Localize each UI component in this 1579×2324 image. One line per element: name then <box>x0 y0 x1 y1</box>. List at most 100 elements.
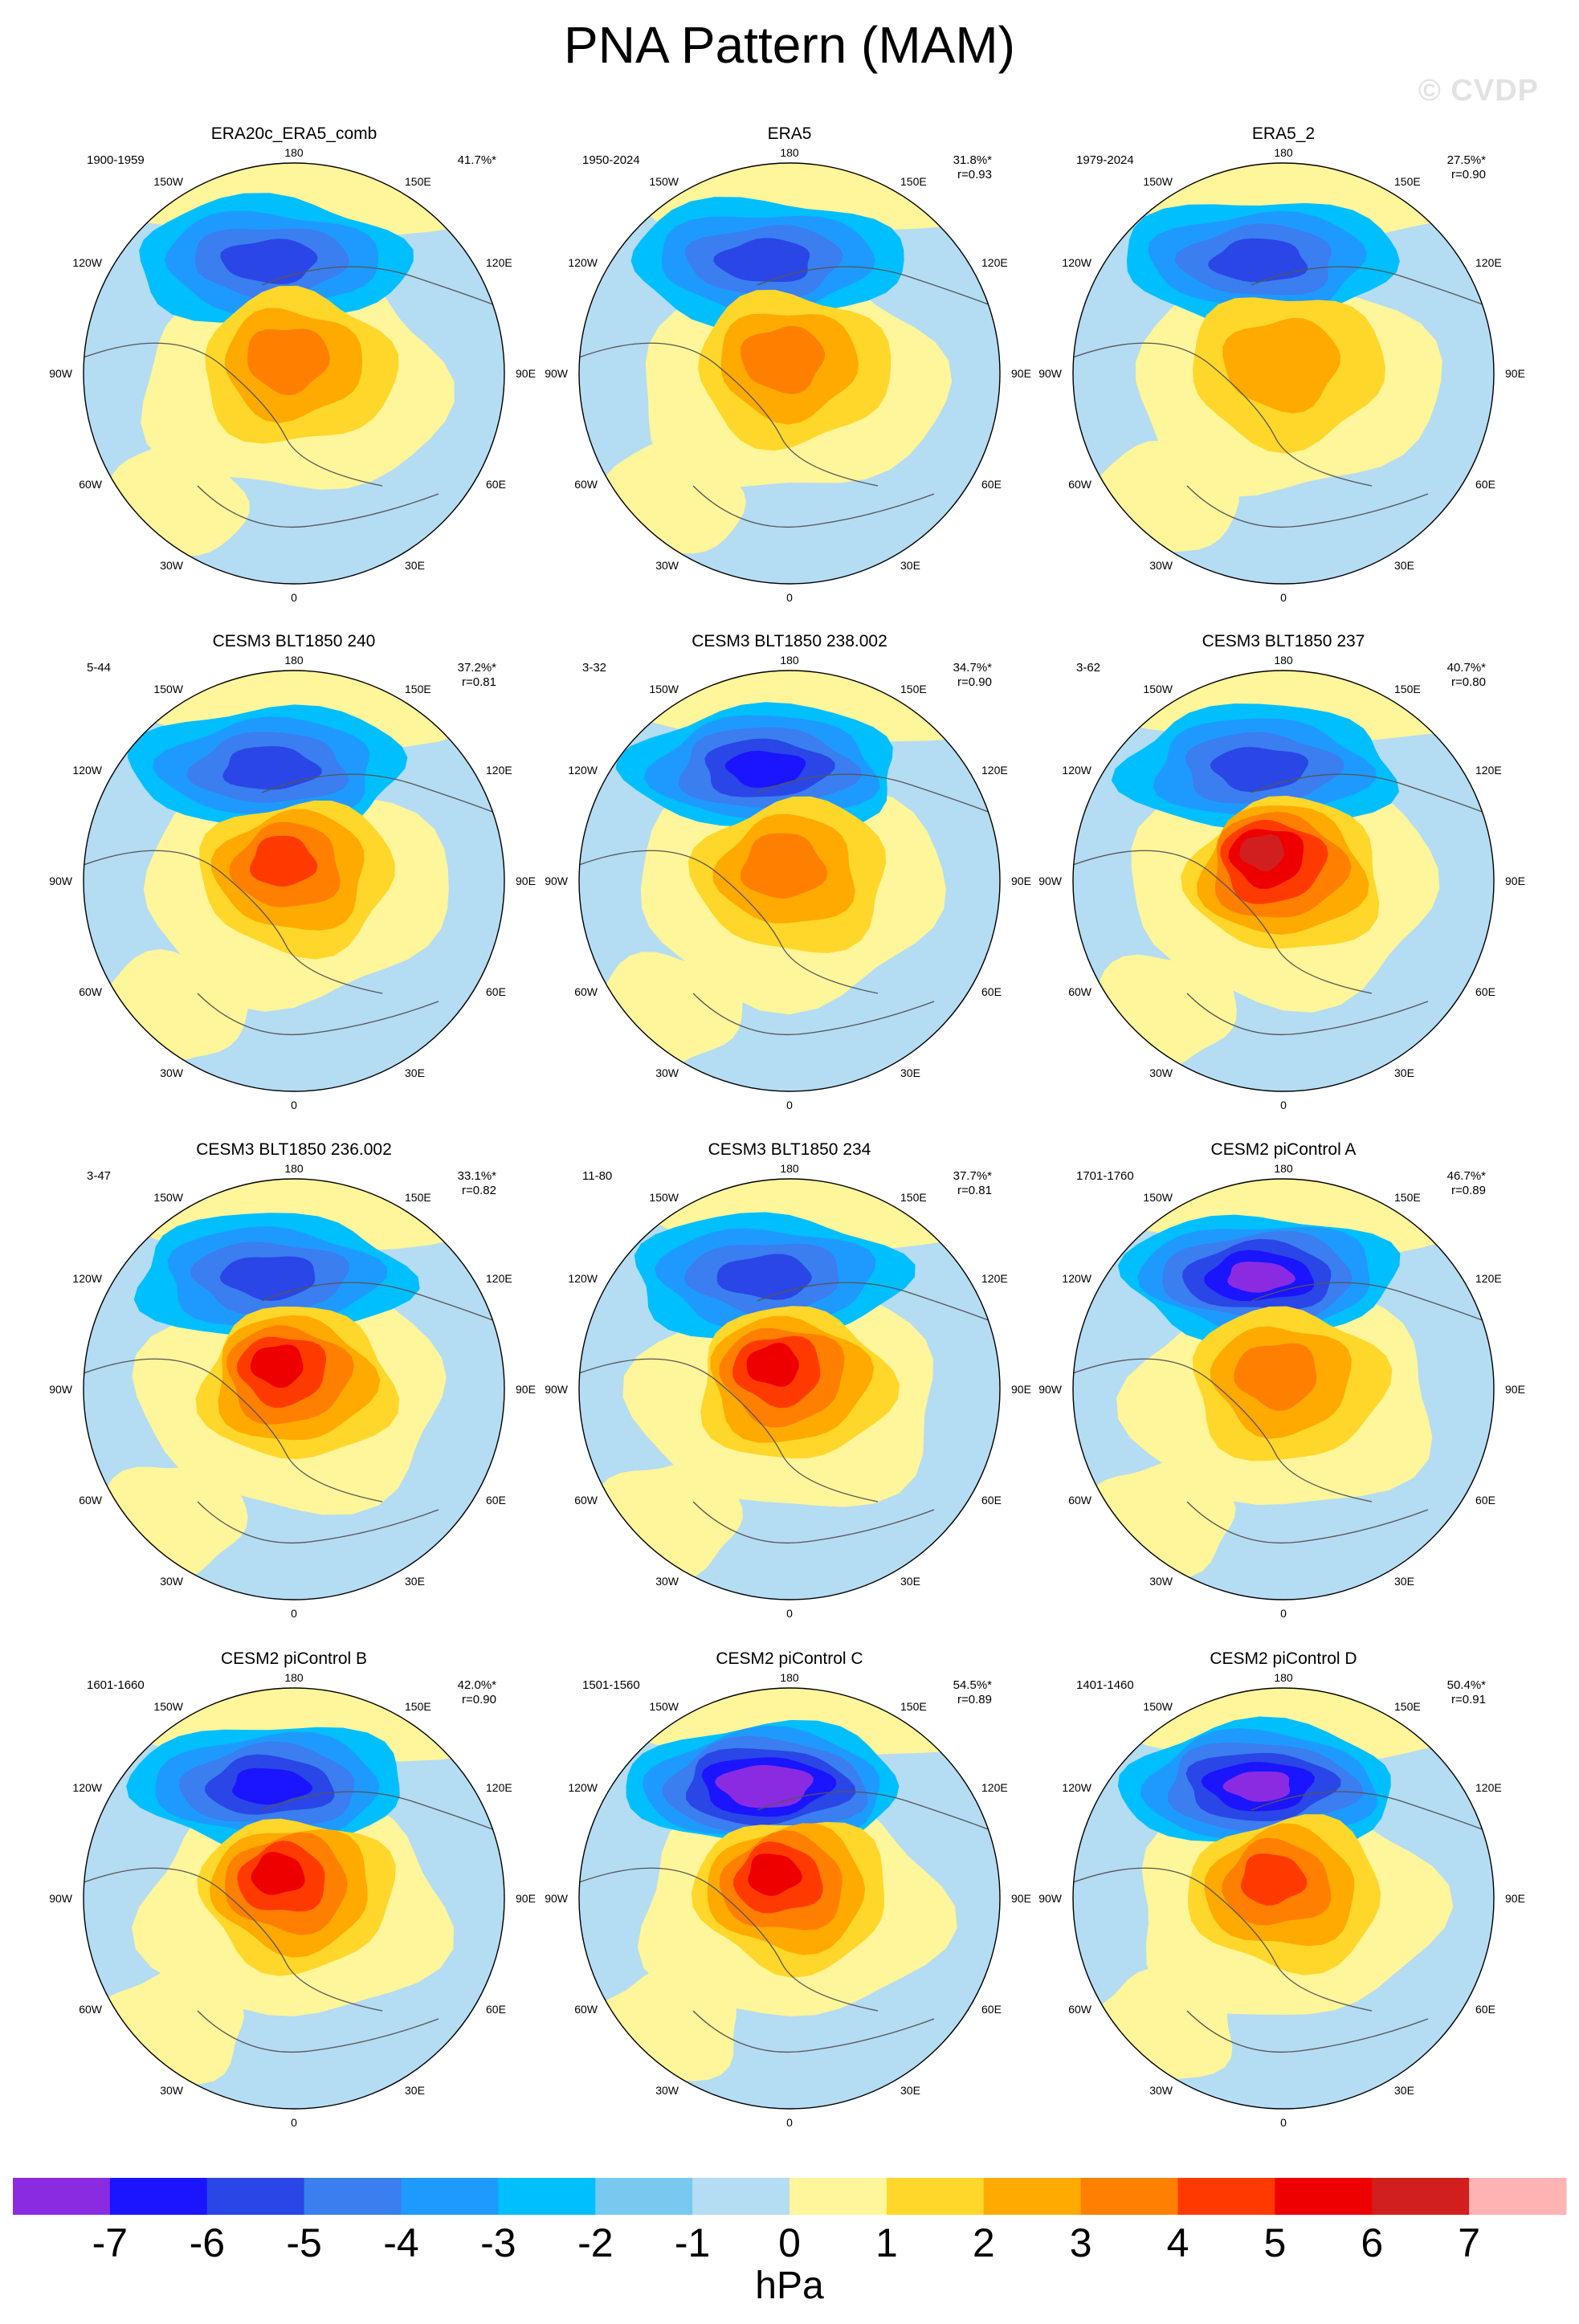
longitude-label: 30W <box>1149 559 1173 572</box>
panel-title: ERA5 <box>768 124 812 143</box>
longitude-label: 30E <box>900 1575 920 1588</box>
panel-correlation: r=0.81 <box>957 1184 992 1197</box>
longitude-label: 120E <box>1475 1781 1502 1794</box>
panel-correlation: r=0.89 <box>957 1693 992 1706</box>
longitude-label: 150W <box>1143 683 1173 695</box>
longitude-label: 180 <box>284 654 304 667</box>
longitude-label: 90E <box>1011 1892 1031 1905</box>
longitude-label: 30W <box>655 1066 679 1079</box>
longitude-label: 150W <box>649 175 679 188</box>
longitude-label: 30E <box>900 2084 920 2097</box>
longitude-label: 60E <box>1475 985 1495 998</box>
map-panel: ERA5_2 1979-2024 27.5%*r=0.90 180 150E 120E 90… <box>1038 124 1525 604</box>
longitude-label: 90W <box>1038 367 1063 380</box>
longitude-label: 30W <box>160 559 184 572</box>
longitude-label: 0 <box>1280 1099 1287 1111</box>
map-border <box>578 162 1001 585</box>
longitude-label: 150W <box>153 1700 183 1713</box>
longitude-label: 120E <box>981 256 1008 269</box>
longitude-label: 180 <box>780 1162 799 1175</box>
panel-period: 1979-2024 <box>1076 153 1134 167</box>
colorbar-swatch <box>13 2178 111 2215</box>
longitude-label: 150W <box>153 683 183 695</box>
map-panel: ERA20c_ERA5_comb 1900-1959 41.7%* 180 150E 12… <box>49 124 536 604</box>
panel-title: CESM3 BLT1850 238.002 <box>692 632 887 650</box>
longitude-label: 90W <box>545 1383 569 1396</box>
longitude-label: 90W <box>1038 1892 1063 1905</box>
longitude-label: 90E <box>516 1892 536 1905</box>
longitude-label: 60W <box>79 985 103 998</box>
map-panel: CESM2 piControl B 1601-1660 42.0%*r=0.90 18… <box>49 1649 536 2129</box>
colorbar-tick-label: 6 <box>1361 2220 1383 2265</box>
longitude-label: 150E <box>900 175 927 188</box>
colorbar-tick-label: 1 <box>875 2220 898 2265</box>
longitude-label: 30W <box>655 1575 679 1588</box>
map-panel: CESM3 BLT1850 238.002 3-32 34.7%*r=0.90 180… <box>545 632 1031 1111</box>
map-panel: CESM3 BLT1850 237 3-62 40.7%*r=0.80 180 150E… <box>1038 632 1525 1111</box>
panel-correlation: r=0.93 <box>957 168 992 181</box>
panel-title: ERA20c_ERA5_comb <box>211 124 377 143</box>
colorbar-tick-label: -4 <box>383 2220 418 2265</box>
panel-title: CESM3 BLT1850 236.002 <box>196 1140 392 1159</box>
longitude-label: 30W <box>1149 1066 1173 1079</box>
longitude-label: 30E <box>405 1575 425 1588</box>
panel-period: 11-80 <box>582 1169 612 1183</box>
panel-title: CESM3 BLT1850 237 <box>1202 632 1365 650</box>
colorbar-tick-label: -2 <box>577 2220 613 2265</box>
colorbar-swatch <box>1177 2178 1275 2215</box>
longitude-label: 180 <box>780 1671 799 1684</box>
longitude-label: 180 <box>1274 146 1293 159</box>
longitude-label: 120E <box>486 1272 512 1285</box>
longitude-label: 0 <box>291 591 297 604</box>
longitude-label: 60W <box>79 478 103 491</box>
colorbar-swatch <box>983 2178 1082 2215</box>
longitude-label: 60W <box>574 2003 598 2016</box>
panel-period: 3-32 <box>582 661 606 675</box>
panel-title: ERA5_2 <box>1252 124 1315 143</box>
longitude-label: 120W <box>568 1272 598 1285</box>
panel-variance: 46.7%* <box>1447 1169 1487 1183</box>
colorbar-unit: hPa <box>755 2265 824 2307</box>
map-border <box>578 1178 1001 1600</box>
map-border <box>83 670 505 1092</box>
longitude-label: 90E <box>1011 875 1031 887</box>
panel-correlation: r=0.81 <box>462 675 496 689</box>
longitude-label: 60E <box>1475 1494 1495 1507</box>
panel-variance: 34.7%* <box>953 661 993 675</box>
longitude-label: 60W <box>574 478 598 491</box>
colorbar-tick-label: 2 <box>973 2220 995 2265</box>
colorbar-swatch <box>692 2178 790 2215</box>
longitude-label: 90W <box>1038 875 1063 887</box>
colorbar-tick-label: 5 <box>1263 2220 1286 2265</box>
longitude-label: 30E <box>1394 1575 1414 1588</box>
panel-variance: 27.5%* <box>1447 153 1487 167</box>
longitude-label: 180 <box>284 1162 304 1175</box>
colorbar-swatch <box>790 2178 887 2215</box>
colorbar-swatch <box>206 2178 305 2215</box>
map-border <box>83 1687 505 2110</box>
longitude-label: 60W <box>574 985 598 998</box>
longitude-label: 0 <box>786 1607 793 1620</box>
longitude-label: 0 <box>291 1099 297 1111</box>
longitude-label: 120E <box>1475 764 1502 777</box>
colorbar-swatch <box>1275 2178 1373 2215</box>
longitude-label: 90W <box>545 1892 569 1905</box>
map-border <box>578 1687 1001 2110</box>
longitude-label: 60W <box>1068 1494 1092 1507</box>
longitude-label: 60E <box>486 478 506 491</box>
longitude-label: 60W <box>1068 985 1092 998</box>
longitude-label: 0 <box>1280 2116 1287 2129</box>
longitude-label: 30E <box>405 2084 425 2097</box>
longitude-label: 150E <box>405 175 431 188</box>
longitude-label: 150W <box>1143 1191 1173 1204</box>
panel-variance: 37.2%* <box>458 661 497 675</box>
colorbar-swatch <box>498 2178 596 2215</box>
longitude-label: 60W <box>79 1494 103 1507</box>
colorbar-tick-label: 7 <box>1458 2220 1480 2265</box>
longitude-label: 90E <box>1505 1383 1525 1396</box>
map-panel: CESM3 BLT1850 234 11-80 37.7%*r=0.81 180 150… <box>545 1140 1031 1620</box>
colorbar-tick-label: 4 <box>1167 2220 1189 2265</box>
map-border <box>83 162 505 585</box>
map-panel: CESM3 BLT1850 236.002 3-47 33.1%*r=0.82 180… <box>49 1140 536 1620</box>
longitude-label: 120E <box>486 764 512 777</box>
